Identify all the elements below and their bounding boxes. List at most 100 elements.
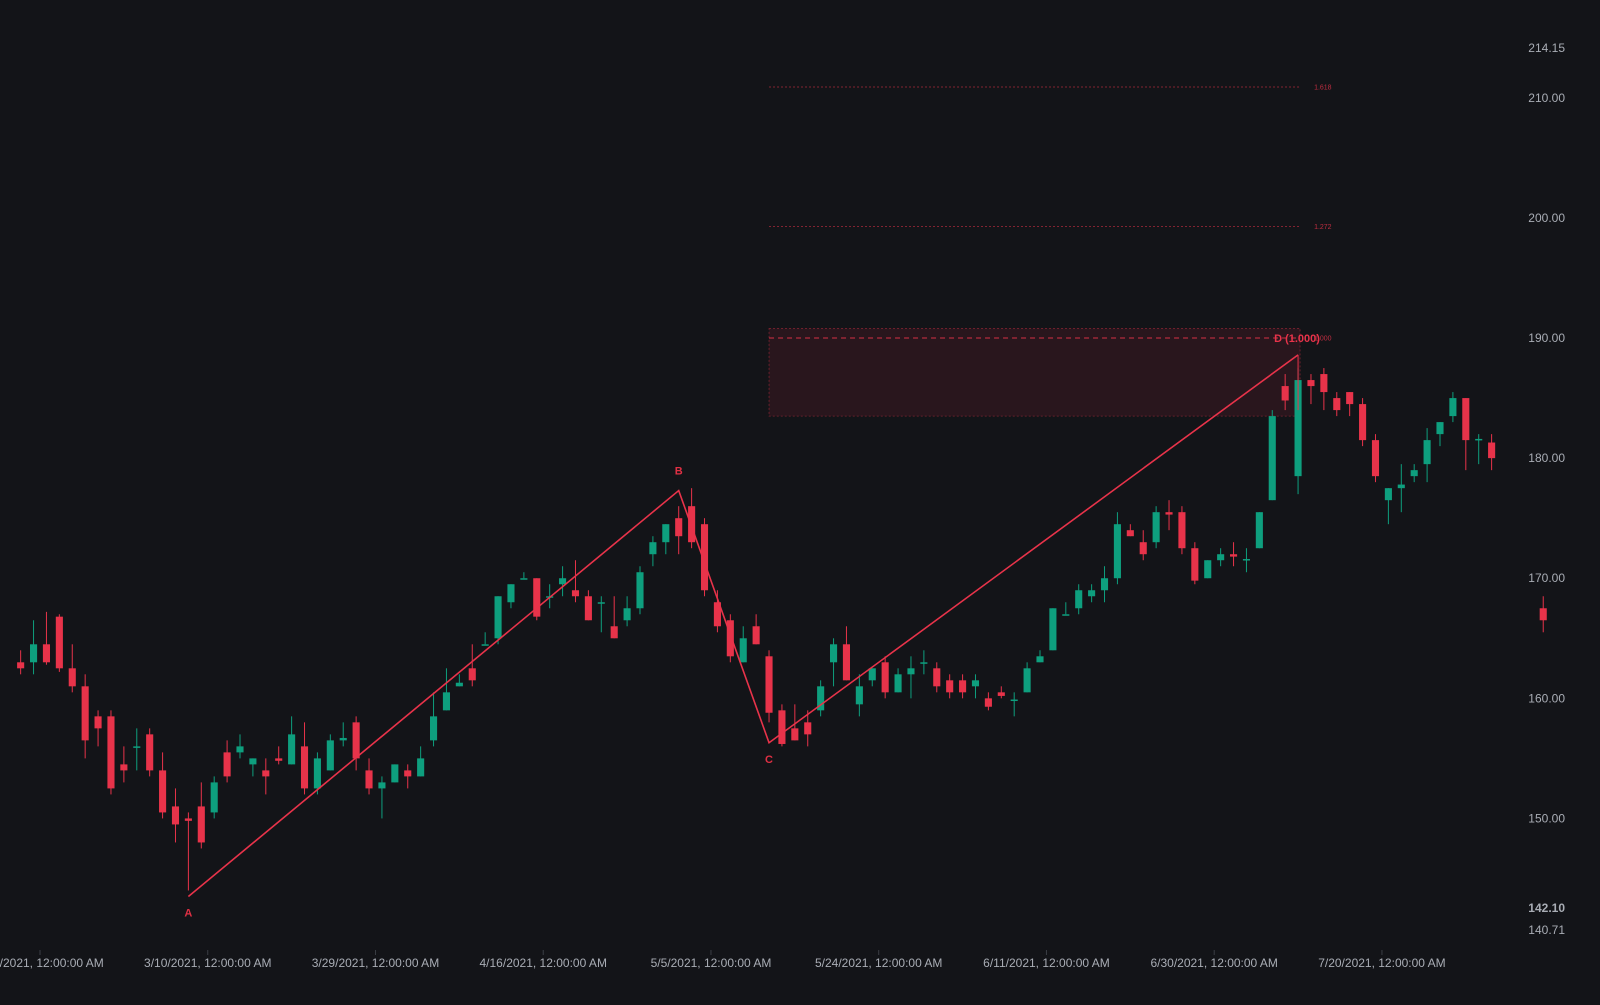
candle[interactable] [1191, 542, 1199, 585]
candle[interactable] [894, 668, 902, 693]
candle[interactable] [1165, 500, 1173, 531]
time-axis[interactable]: 2/19/2021, 12:00:00 AM 3/10/2021, 12:00:0… [0, 950, 1446, 970]
candle[interactable] [197, 782, 205, 849]
candle[interactable] [1036, 650, 1044, 663]
candle-body[interactable] [1397, 484, 1405, 489]
candle[interactable] [300, 722, 309, 795]
candle-body[interactable] [1217, 554, 1225, 561]
candle-body[interactable] [855, 686, 863, 705]
candle[interactable] [455, 674, 463, 687]
candle-body[interactable] [1100, 578, 1109, 591]
candle[interactable] [339, 722, 347, 747]
candle-body[interactable] [1488, 442, 1496, 459]
candle[interactable] [1062, 602, 1070, 616]
candle[interactable] [765, 650, 773, 723]
candle[interactable] [700, 518, 709, 597]
candle-body[interactable] [55, 616, 63, 669]
candle[interactable] [946, 674, 954, 699]
candle[interactable] [120, 746, 128, 783]
candle[interactable] [313, 752, 321, 795]
candle-body[interactable] [146, 734, 154, 771]
candle[interactable] [365, 758, 373, 795]
candle-body[interactable] [1294, 380, 1302, 477]
candle-body[interactable] [1152, 512, 1160, 543]
candle[interactable] [17, 650, 25, 675]
candle[interactable] [623, 596, 631, 627]
candle[interactable] [778, 704, 786, 747]
candle-body[interactable] [442, 692, 450, 711]
candle[interactable] [1088, 584, 1096, 603]
candle[interactable] [1217, 548, 1225, 567]
candle[interactable] [30, 620, 38, 675]
candle-body[interactable] [1371, 440, 1380, 477]
candle-body[interactable] [1191, 548, 1199, 581]
candle-body[interactable] [842, 644, 850, 681]
candle-body[interactable] [1346, 392, 1354, 405]
candle-body[interactable] [1475, 438, 1483, 441]
candle[interactable] [1333, 392, 1341, 417]
candle[interactable] [726, 614, 734, 663]
candle[interactable] [288, 716, 296, 765]
candle[interactable] [649, 536, 657, 567]
candle[interactable] [1371, 434, 1380, 483]
candle-body[interactable] [1255, 512, 1263, 549]
candle-body[interactable] [184, 818, 192, 821]
candle[interactable] [1423, 428, 1431, 483]
candle[interactable] [1346, 392, 1354, 417]
candle-body[interactable] [1049, 608, 1057, 651]
candle-body[interactable] [688, 506, 696, 543]
candle[interactable] [1462, 398, 1470, 471]
candle-body[interactable] [1462, 398, 1470, 441]
candle-body[interactable] [30, 644, 38, 663]
candle[interactable] [210, 776, 218, 819]
candle[interactable] [804, 710, 812, 747]
candle[interactable] [1204, 560, 1212, 579]
candle[interactable] [1100, 566, 1109, 603]
candle[interactable] [920, 650, 928, 675]
candle-body[interactable] [1204, 560, 1212, 579]
candle[interactable] [94, 710, 102, 747]
candle[interactable] [1397, 464, 1405, 513]
candle[interactable] [249, 758, 257, 777]
candle[interactable] [610, 596, 618, 639]
candle-body[interactable] [907, 668, 915, 675]
candle-body[interactable] [971, 680, 980, 687]
candle[interactable] [159, 752, 167, 819]
candle-body[interactable] [120, 764, 128, 771]
candle[interactable] [1152, 506, 1160, 549]
candle-body[interactable] [997, 692, 1005, 696]
candle[interactable] [959, 674, 967, 699]
candle-body[interactable] [159, 770, 167, 813]
candle-body[interactable] [404, 770, 412, 777]
candle[interactable] [236, 734, 244, 759]
candle-body[interactable] [881, 662, 889, 693]
candle-body[interactable] [1307, 380, 1315, 387]
candle-body[interactable] [288, 734, 296, 765]
candle-body[interactable] [520, 578, 528, 580]
candle[interactable] [984, 692, 992, 711]
candle-body[interactable] [249, 758, 257, 765]
candle[interactable] [791, 704, 799, 741]
candle-body[interactable] [365, 770, 373, 789]
candle-body[interactable] [300, 746, 309, 789]
candle-body[interactable] [81, 686, 89, 741]
candle[interactable] [559, 566, 567, 597]
candle-body[interactable] [1539, 608, 1547, 621]
candle-body[interactable] [42, 644, 50, 663]
candle-body[interactable] [1036, 656, 1044, 663]
candle-body[interactable] [1062, 614, 1070, 616]
candle-body[interactable] [739, 638, 747, 663]
candle-body[interactable] [791, 728, 799, 741]
candle-body[interactable] [571, 590, 580, 597]
abcd-pattern-line[interactable] [187, 354, 1299, 898]
candle-body[interactable] [675, 518, 683, 537]
candle[interactable] [1410, 464, 1418, 483]
candle[interactable] [855, 674, 863, 717]
candle[interactable] [1539, 596, 1547, 633]
candle[interactable] [881, 656, 889, 699]
candle[interactable] [507, 584, 515, 609]
candle-body[interactable] [584, 596, 592, 621]
candle[interactable] [1023, 662, 1031, 693]
